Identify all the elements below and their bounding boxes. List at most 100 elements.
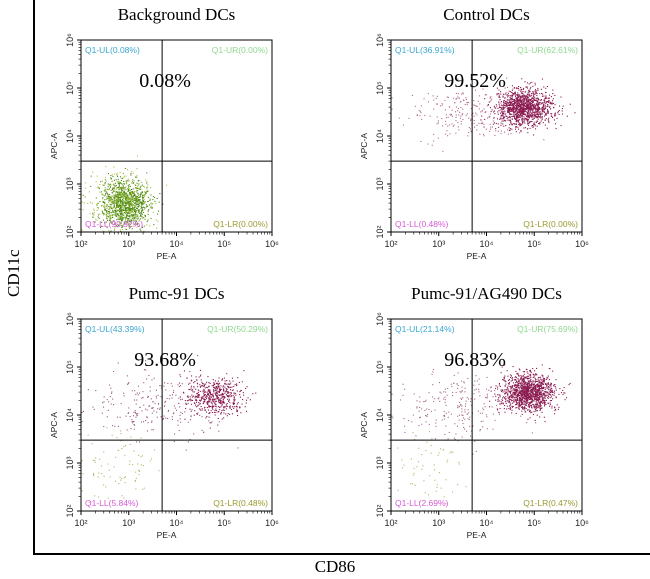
event-dot xyxy=(126,196,128,198)
event-dot xyxy=(564,399,566,401)
event-dot xyxy=(108,401,110,403)
event-dot xyxy=(546,111,548,113)
event-dot xyxy=(523,110,525,112)
event-dot xyxy=(544,100,546,102)
event-dot xyxy=(127,214,129,216)
event-dot xyxy=(457,110,459,112)
event-dot xyxy=(500,132,502,134)
event-dot xyxy=(187,395,189,397)
event-dot xyxy=(550,394,552,396)
event-dot xyxy=(535,107,537,109)
event-dot xyxy=(148,204,150,206)
event-dot xyxy=(507,99,509,101)
event-dot xyxy=(545,383,547,385)
event-dot xyxy=(480,119,482,121)
event-dot xyxy=(123,187,125,189)
event-dot xyxy=(499,117,501,119)
event-dot xyxy=(104,202,106,204)
event-dot xyxy=(520,398,522,400)
event-dot xyxy=(509,97,511,99)
quadrant-label-ur: Q1-UR(62.61%) xyxy=(517,45,578,55)
event-dot xyxy=(120,220,122,222)
event-dot xyxy=(522,103,524,105)
event-dot xyxy=(140,194,142,196)
event-dot xyxy=(433,99,435,101)
event-dot xyxy=(103,213,105,215)
event-dot xyxy=(232,402,234,404)
event-dot xyxy=(145,369,147,371)
event-dot xyxy=(552,98,554,100)
event-dot xyxy=(519,99,521,101)
event-dot xyxy=(227,385,229,387)
event-dot xyxy=(174,433,176,435)
event-dot xyxy=(516,394,518,396)
event-dot xyxy=(145,408,147,410)
event-dot xyxy=(103,204,105,206)
event-dot xyxy=(508,119,510,121)
event-dot xyxy=(531,97,533,99)
event-dot xyxy=(509,130,511,132)
event-dot xyxy=(106,218,108,220)
event-dot xyxy=(524,122,526,124)
event-dot xyxy=(530,103,532,105)
event-dot xyxy=(528,90,530,92)
event-dot xyxy=(195,406,197,408)
event-dot xyxy=(133,213,135,215)
event-dot xyxy=(174,407,176,409)
event-dot xyxy=(534,114,536,116)
event-dot xyxy=(135,184,137,186)
event-dot xyxy=(521,97,523,99)
event-dot xyxy=(146,187,148,189)
event-dot xyxy=(216,387,218,389)
event-dot xyxy=(547,101,549,103)
event-dot xyxy=(542,107,544,109)
event-dot xyxy=(502,96,504,98)
event-dot xyxy=(529,106,531,108)
event-dot xyxy=(541,390,543,392)
event-dot xyxy=(525,103,527,105)
x-tick-label: 10⁶ xyxy=(265,239,279,249)
event-dot xyxy=(221,379,223,381)
event-dot xyxy=(499,107,501,109)
outer-y-axis-line xyxy=(33,0,35,554)
event-dot xyxy=(101,193,103,195)
event-dot xyxy=(526,115,528,117)
event-dot xyxy=(109,196,111,198)
event-dot xyxy=(504,110,506,112)
event-dot xyxy=(138,205,140,207)
event-dot xyxy=(500,107,502,109)
event-dot xyxy=(505,103,507,105)
event-dot xyxy=(509,113,511,115)
event-dot xyxy=(147,422,149,424)
event-dot xyxy=(145,179,147,181)
event-dot xyxy=(533,134,535,136)
event-dot xyxy=(533,386,535,388)
event-dot xyxy=(140,213,142,215)
event-dot xyxy=(534,125,536,127)
event-dot xyxy=(135,477,137,479)
event-dot xyxy=(509,105,511,107)
event-dot xyxy=(135,199,137,201)
event-dot xyxy=(526,394,528,396)
event-dot xyxy=(226,383,228,385)
event-dot xyxy=(537,89,539,91)
event-dot xyxy=(550,396,552,398)
event-dot xyxy=(489,406,491,408)
event-dot xyxy=(202,396,204,398)
event-dot xyxy=(532,116,534,118)
event-dot xyxy=(137,209,139,211)
event-dot xyxy=(233,397,235,399)
event-dot xyxy=(391,108,393,110)
event-dot xyxy=(544,383,546,385)
event-dot xyxy=(534,89,536,91)
event-dot xyxy=(119,229,121,231)
event-dot xyxy=(149,225,151,227)
event-dot xyxy=(121,192,123,194)
event-dot xyxy=(473,87,475,89)
flow-plot-3: Pumc-91 DCs10²10²10³10³10⁴10⁴10⁵10⁵10⁶10… xyxy=(49,284,279,540)
event-dot xyxy=(459,111,461,113)
event-dot xyxy=(132,196,134,198)
event-dot xyxy=(508,396,510,398)
event-dot xyxy=(132,201,134,203)
event-dot xyxy=(519,112,521,114)
